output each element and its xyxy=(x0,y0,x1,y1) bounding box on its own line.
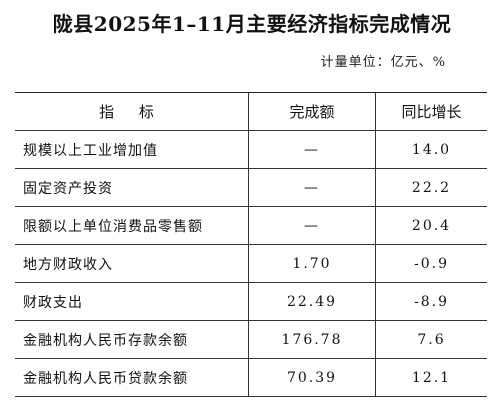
table-cell: 金融机构人民币存款余额 xyxy=(15,320,249,359)
table-cell: -0.9 xyxy=(375,244,487,283)
table-cell: -8.9 xyxy=(375,282,487,321)
table-cell: 地方财政收入 xyxy=(15,244,249,283)
table-cell: 规模以上工业增加值 xyxy=(15,130,249,169)
table-cell: 限额以上单位消费品零售额 xyxy=(15,206,249,245)
table-cell: 20.4 xyxy=(375,206,487,245)
header-cell: 指 标 xyxy=(15,92,249,131)
table-row: 金融机构人民币存款余额 176.78 7.6 xyxy=(15,320,487,359)
table-row: 金融机构人民币贷款余额 70.39 12.1 xyxy=(15,358,487,397)
table-cell: 22.2 xyxy=(375,168,487,207)
header-row: 指 标完成额 同比增长 xyxy=(15,92,487,131)
indicator-table: 指 标完成额 同比增长 规模以上工业增加值 —14.0 固定资产投资 —22.2 限额以上… xyxy=(15,92,487,397)
table-cell: — xyxy=(248,168,376,207)
table-cell: — xyxy=(248,130,376,169)
unit-note: 计量单位：亿元、% xyxy=(320,55,446,70)
table-cell: 22.49 xyxy=(248,282,376,321)
table-cell: — xyxy=(248,206,376,245)
table-cell: 固定资产投资 xyxy=(15,168,249,207)
title: 陇县2025年1–11月主要经济指标完成情况 xyxy=(52,12,452,36)
table-cell: 金融机构人民币贷款余额 xyxy=(15,358,249,397)
table-cell: 14.0 xyxy=(375,130,487,169)
table-row: 固定资产投资 —22.2 xyxy=(15,168,487,207)
table-cell: 财政支出 xyxy=(15,282,249,321)
table-row: 规模以上工业增加值 —14.0 xyxy=(15,130,487,169)
table-row: 限额以上单位消费品零售额 —20.4 xyxy=(15,206,487,245)
table-cell: 12.1 xyxy=(375,358,487,397)
table-cell: 1.70 xyxy=(248,244,376,283)
header-cell: 同比增长 xyxy=(375,92,487,131)
table-body: 规模以上工业增加值 —14.0 固定资产投资 —22.2 限额以上单位消费品零售额 —20… xyxy=(15,130,487,397)
table-row: 地方财政收入 1.70 -0.9 xyxy=(15,244,487,283)
table-cell: 176.78 xyxy=(248,320,376,359)
header-cell: 完成额 xyxy=(248,92,376,131)
table-row: 财政支出 22.49 -8.9 xyxy=(15,282,487,321)
table-cell: 7.6 xyxy=(375,320,487,359)
table-cell: 70.39 xyxy=(248,358,376,397)
